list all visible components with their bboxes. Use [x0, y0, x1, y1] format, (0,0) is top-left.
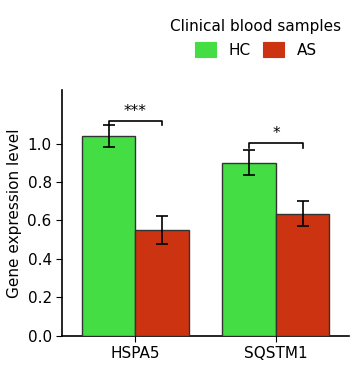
Text: ***: *** [124, 104, 147, 119]
Bar [222, 163, 276, 336]
Legend: HC, AS: HC, AS [170, 19, 341, 58]
Text: *: * [272, 126, 280, 141]
Bar [276, 214, 329, 336]
Y-axis label: Gene expression level: Gene expression level [7, 128, 22, 298]
Bar [135, 230, 189, 336]
Bar [82, 136, 135, 336]
